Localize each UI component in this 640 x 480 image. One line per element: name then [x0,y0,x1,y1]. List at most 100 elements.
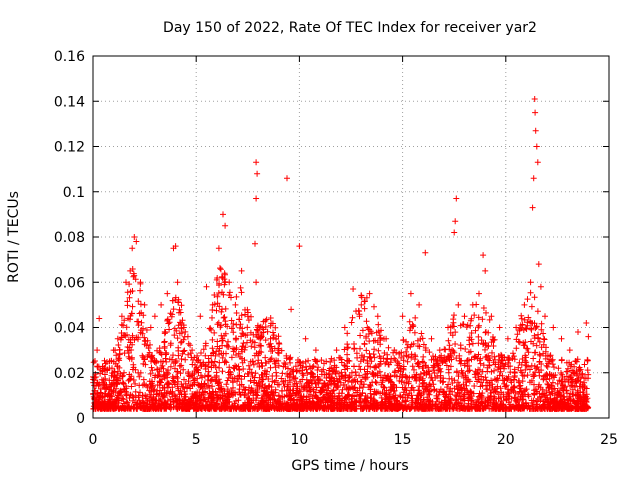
data-point [315,402,322,409]
data-point [422,347,429,354]
data-point [457,360,464,367]
data-point [419,383,426,390]
data-point [260,400,267,406]
data-point [531,294,538,301]
data-point [298,383,305,389]
data-point [466,349,472,356]
data-point [258,359,265,366]
data-point [483,382,489,389]
data-point [110,347,117,354]
data-point [527,366,533,373]
data-point [461,391,468,398]
data-point [158,364,165,371]
data-point [462,374,469,381]
data-point [356,372,363,379]
data-point [216,379,223,386]
data-point [366,290,373,297]
data-point [456,390,463,397]
y-tick-label: 0.02 [54,366,85,382]
data-point [501,365,507,372]
data-point [232,301,239,308]
data-point [180,366,187,373]
data-point [547,352,554,359]
data-point [149,400,155,407]
data-point [118,313,125,320]
data-point [450,316,457,323]
data-point [258,334,265,341]
data-point [383,359,390,366]
data-point [540,341,547,348]
data-point [144,398,151,405]
data-point [464,357,471,364]
data-point [527,289,534,296]
data-point [106,365,113,372]
data-point [258,349,265,356]
data-point [220,211,226,218]
data-point [542,313,548,320]
data-point [239,325,246,332]
data-point [328,381,335,388]
data-point [194,366,201,373]
data-point [284,399,291,406]
data-point [425,368,432,375]
data-point [176,330,183,337]
data-point [194,389,201,396]
data-point [342,377,349,384]
data-point [214,293,221,300]
data-point [149,355,156,362]
data-point [403,338,410,345]
data-point [228,371,234,378]
data-point [256,363,263,370]
data-point [511,372,518,379]
data-point [422,249,429,256]
data-point [189,391,196,397]
data-point [453,195,460,202]
y-tick-label: 0.14 [54,94,85,110]
data-point [338,356,345,363]
data-point [475,314,482,321]
data-point [294,401,301,408]
data-point [233,293,240,300]
data-point [289,368,296,375]
data-point [367,381,373,388]
data-point [453,355,460,362]
data-point [244,313,251,320]
data-point [504,335,511,342]
data-point [197,313,204,320]
y-tick-label: 0.08 [54,230,85,246]
data-point [342,363,349,369]
data-point [348,405,355,412]
data-point [225,405,232,412]
data-point [412,352,418,359]
data-point [437,377,444,384]
data-point [347,402,354,409]
data-point [270,334,277,341]
data-point [297,359,304,366]
data-point [205,372,211,379]
data-point [545,399,552,406]
data-point [128,310,135,317]
data-point [171,392,178,399]
data-point [329,374,335,381]
data-point [181,347,188,354]
data-point [532,386,539,393]
data-point [194,352,201,359]
data-point [400,404,406,411]
data-point [362,298,368,305]
data-point [419,403,426,410]
data-point [358,301,365,308]
data-point [286,371,293,378]
data-point [501,354,508,361]
data-point [294,367,301,374]
data-point [471,353,478,360]
data-point [519,392,526,399]
data-point [104,392,111,399]
data-point [219,306,225,313]
data-point [430,353,436,360]
data-point [222,330,229,337]
data-point [237,284,244,291]
data-point [484,364,491,371]
data-point [349,398,356,405]
data-point [475,333,482,340]
data-point [344,358,351,365]
